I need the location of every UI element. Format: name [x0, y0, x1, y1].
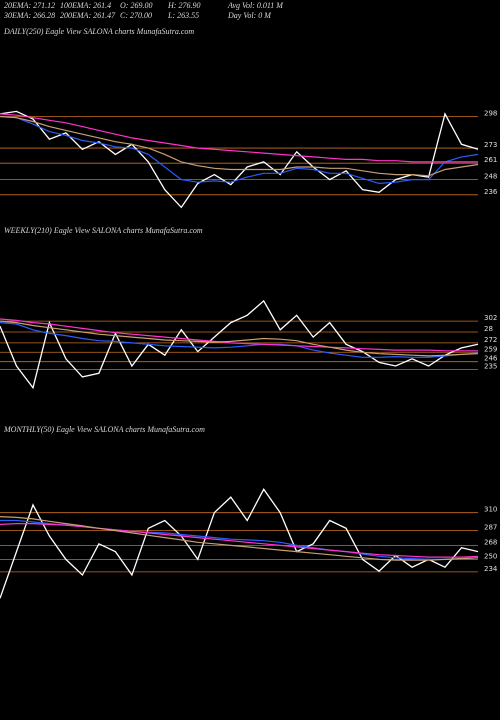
stat-label: 200EMA: 261.47 — [60, 11, 116, 20]
stat-label: H: 276.90 — [167, 1, 200, 10]
y-tick-label: 236 — [484, 188, 498, 196]
y-tick-label: 310 — [484, 506, 497, 514]
y-tick-label: 235 — [484, 363, 497, 371]
stat-label: C: 270.00 — [120, 11, 152, 20]
y-tick-label: 287 — [484, 524, 497, 532]
stat-label: 100EMA: 261.4 — [60, 1, 111, 10]
y-tick-label: 272 — [484, 336, 497, 344]
price-line — [0, 113, 478, 163]
stat-label: 30EMA: 266.28 — [3, 11, 55, 20]
price-line — [0, 299, 479, 390]
price-line — [0, 318, 478, 352]
y-tick-label: 259 — [484, 345, 497, 353]
stat-label: L: 263.55 — [167, 11, 199, 20]
price-line — [0, 115, 479, 185]
panel-title: WEEKLY(210) Eagle View SALONA charts Mun… — [4, 226, 203, 235]
price-line — [0, 488, 479, 599]
y-tick-label: 302 — [484, 314, 497, 322]
y-tick-label: 248 — [484, 173, 497, 181]
y-tick-label: 273 — [484, 141, 497, 149]
panel-title: DAILY(250) Eagle View SALONA charts Muna… — [3, 27, 194, 36]
stat-label: Day Vol: 0 M — [227, 11, 272, 20]
stat-label: 20EMA: 271.12 — [4, 1, 55, 10]
y-tick-label: 261 — [484, 156, 497, 164]
price-line — [0, 523, 479, 558]
y-tick-label: 250 — [484, 552, 497, 560]
panel-title: MONTHLY(50) Eagle View SALONA charts Mun… — [3, 425, 205, 434]
y-tick-label: 28 — [484, 325, 493, 333]
y-tick-label: 298 — [484, 109, 497, 117]
y-tick-label: 246 — [484, 355, 498, 363]
y-tick-label: 268 — [484, 538, 497, 546]
price-line — [0, 320, 479, 357]
stat-label: O: 269.00 — [120, 1, 152, 10]
price-line — [0, 115, 479, 177]
price-line — [0, 516, 479, 561]
price-line — [0, 110, 479, 209]
price-line — [0, 322, 479, 358]
y-tick-label: 234 — [484, 565, 498, 573]
price-line — [0, 519, 479, 560]
stat-label: Avg Vol: 0.011 M — [227, 1, 284, 10]
